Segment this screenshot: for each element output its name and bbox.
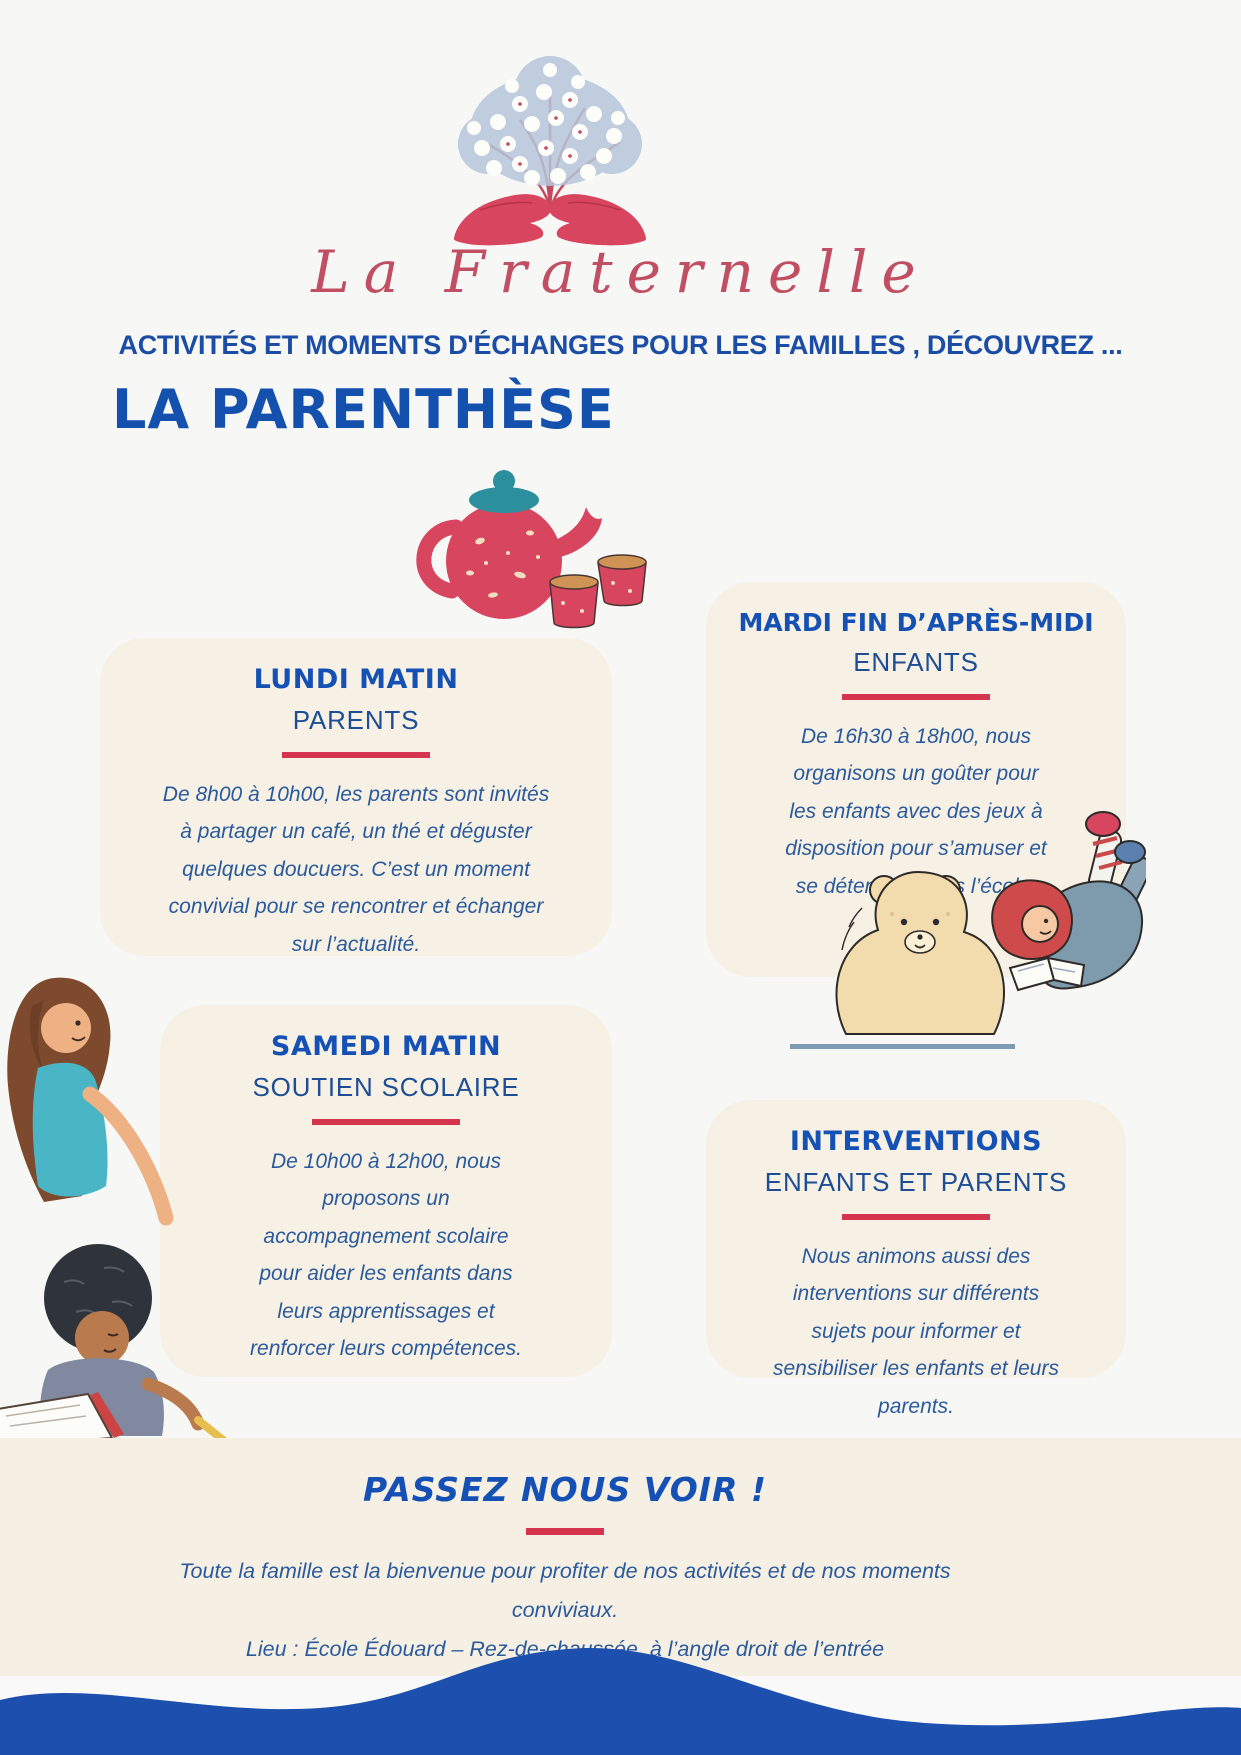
card-audience: PARENTS: [292, 705, 420, 735]
card-audience: ENFANTS: [853, 647, 979, 677]
card-body: De 16h30 à 18h00, nous organisons un goût…: [785, 725, 1047, 898]
card-interventions: INTERVENTIONS ENFANTS ET PARENTS Nous an…: [706, 1100, 1126, 1418]
card-audience: ENFANTS ET PARENTS: [764, 1167, 1068, 1197]
card-title: SAMEDI MATIN: [270, 1031, 502, 1062]
card-samedi-matin: SAMEDI MATIN SOUTIEN SCOLAIRE De 10h00 à…: [160, 1005, 612, 1377]
card-body: Nous animons aussi des interventions sur …: [773, 1245, 1059, 1418]
card-lundi-matin: LUNDI MATIN PARENTS De 8h00 à 10h00, les…: [100, 638, 612, 956]
footer-heading: PASSEZ NOUS VOIR !: [363, 1470, 767, 1509]
blossom-tree-icon: [453, 56, 647, 246]
reading-underline-line: [790, 1044, 1015, 1049]
card-audience: SOUTIEN SCOLAIRE: [252, 1072, 520, 1102]
tutoring-icon: [0, 977, 236, 1451]
teapot-icon: [416, 470, 647, 629]
reading-girl-icon: [835, 811, 1153, 1035]
card-body: De 10h00 à 12h00, nous proposons un accomp…: [250, 1150, 522, 1360]
card-title: LUNDI MATIN: [253, 664, 459, 695]
red-divider: [842, 694, 990, 700]
flyer-subtitle: ACTIVITÉS ET MOMENTS D'ÉCHANGES POUR LES…: [118, 330, 1123, 360]
red-divider: [842, 1214, 990, 1220]
bottom-wave: [0, 1647, 1241, 1755]
flyer-title: LA PARENTHÈSE: [112, 378, 615, 441]
card-title: MARDI FIN D’APRÈS-MIDI: [738, 608, 1094, 637]
card-body: De 8h00 à 10h00, les parents sont invité…: [162, 783, 550, 956]
blossom-tree-in-hands-illustration: [428, 52, 672, 248]
woman-helping-child-write-illustration: [0, 968, 244, 1451]
red-divider: [526, 1528, 604, 1535]
teapot-illustration: [398, 455, 656, 653]
red-divider: [312, 1119, 460, 1125]
brand-script-name: La Fraternelle: [311, 238, 930, 306]
girl-reading-with-teddy-bear-illustration: [812, 772, 1153, 1052]
red-divider: [282, 752, 430, 758]
card-title: INTERVENTIONS: [789, 1126, 1043, 1157]
